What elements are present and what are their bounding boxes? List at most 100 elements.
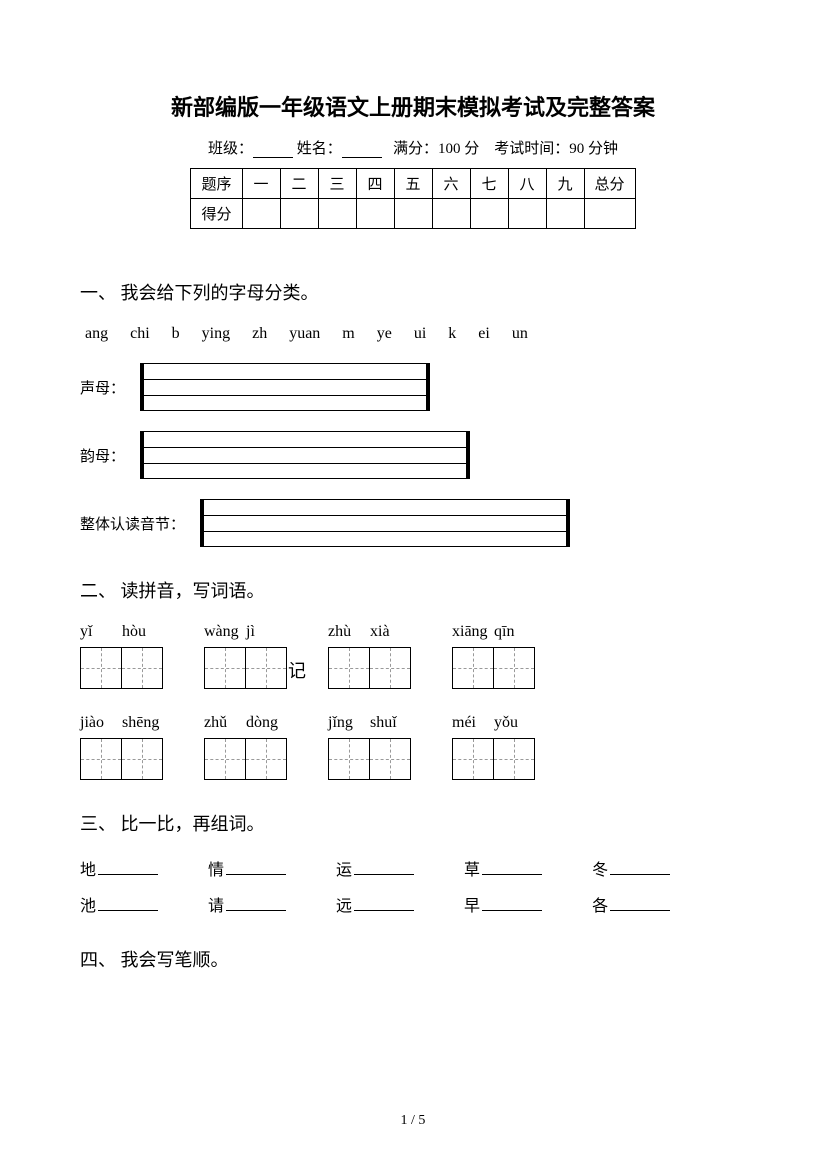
tian-box [493,647,535,689]
score-cell [394,199,432,229]
compare-char: 早 [464,892,480,916]
pinyin: zhù [328,623,370,641]
blank [482,861,542,875]
section-heading-4: 四、 我会写笔顺。 [80,946,746,972]
compare-row: 地 情 运 草 冬 [80,856,746,880]
pinyin-row: jiàoshēng zhǔdòng jǐngshuǐ méiyǒu [80,714,746,780]
pinyin: shēng [122,714,164,732]
category-label: 韵母： [80,445,140,466]
tian-box [328,738,370,780]
compare-char: 冬 [592,856,608,880]
extra-char: 记 [288,657,306,683]
letters-list: ang chi b ying zh yuan m ye ui k ei un [80,325,746,343]
pinyin-group: yǐhòu [80,623,164,689]
score-table: 题序 一 二 三 四 五 六 七 八 九 总分 得分 [190,168,635,229]
pinyin: jì [246,623,288,641]
duration-label: 考试时间： [494,141,569,157]
four-line-box [140,363,430,411]
four-line-box [200,499,570,547]
section-heading-1: 一、 我会给下列的字母分类。 [80,279,746,305]
col-cell: 三 [318,169,356,199]
pinyin: yǐ [80,623,122,641]
tian-box [452,647,494,689]
score-cell [508,199,546,229]
pinyin-group: jiàoshēng [80,714,164,780]
col-cell: 总分 [584,169,635,199]
pinyin: hòu [122,623,164,641]
pinyin: shuǐ [370,714,412,732]
tian-box [245,738,287,780]
compare-char: 地 [80,856,96,880]
tian-box [80,738,122,780]
fullscore-value: 100 分 [438,141,479,157]
score-cell [432,199,470,229]
meta-line: 班级： 姓名： 满分：100 分 考试时间：90 分钟 [80,137,746,158]
blank [354,897,414,911]
pinyin: jiào [80,714,122,732]
pinyin-group: wàngjì 记 [204,623,288,689]
row-header: 得分 [191,199,242,229]
section-heading-3: 三、 比一比，再组词。 [80,810,746,836]
pager: 1 / 5 [0,1113,826,1129]
compare-char: 池 [80,892,96,916]
col-cell: 五 [394,169,432,199]
col-cell: 二 [280,169,318,199]
pinyin: zhǔ [204,714,246,732]
tian-box [369,738,411,780]
tian-box [452,738,494,780]
score-cell [470,199,508,229]
compare-char: 各 [592,892,608,916]
class-label: 班级： [208,141,253,157]
compare-char: 运 [336,856,352,880]
compare-char: 请 [208,892,224,916]
col-cell: 六 [432,169,470,199]
col-cell: 九 [546,169,584,199]
pinyin: wàng [204,623,246,641]
tian-box [80,647,122,689]
fullscore-label: 满分： [393,141,438,157]
pinyin-group: méiyǒu [452,714,536,780]
table-row: 得分 [191,199,635,229]
pinyin: jǐng [328,714,370,732]
pinyin-group: zhǔdòng [204,714,288,780]
pinyin-group: jǐngshuǐ [328,714,412,780]
category-label: 声母： [80,377,140,398]
name-blank [342,144,382,158]
pinyin: xiāng [452,623,494,641]
pinyin: yǒu [494,714,536,732]
compare-char: 远 [336,892,352,916]
col-cell: 四 [356,169,394,199]
tian-box [204,738,246,780]
page-title: 新部编版一年级语文上册期末模拟考试及完整答案 [80,90,746,122]
section-heading-2: 二、 读拼音，写词语。 [80,577,746,603]
blank [610,897,670,911]
compare-char: 草 [464,856,480,880]
pinyin-row: yǐhòu wàngjì 记 zhùxià xiāngqīn [80,623,746,689]
tian-box [204,647,246,689]
tian-box [369,647,411,689]
pinyin-group: zhùxià [328,623,412,689]
pinyin: xià [370,623,412,641]
name-label: 姓名： [297,141,342,157]
class-blank [253,144,293,158]
tian-box [245,647,287,689]
blank [98,861,158,875]
pinyin-group: xiāngqīn [452,623,536,689]
pinyin: dòng [246,714,288,732]
tian-box [328,647,370,689]
row-header: 题序 [191,169,242,199]
col-cell: 七 [470,169,508,199]
score-cell [356,199,394,229]
col-cell: 八 [508,169,546,199]
col-cell: 一 [242,169,280,199]
score-cell [584,199,635,229]
tian-box [121,738,163,780]
score-cell [242,199,280,229]
compare-row: 池 请 远 早 各 [80,892,746,916]
pinyin: méi [452,714,494,732]
blank [226,897,286,911]
blank [354,861,414,875]
table-row: 题序 一 二 三 四 五 六 七 八 九 总分 [191,169,635,199]
tian-box [493,738,535,780]
duration-value: 90 分钟 [569,141,618,157]
